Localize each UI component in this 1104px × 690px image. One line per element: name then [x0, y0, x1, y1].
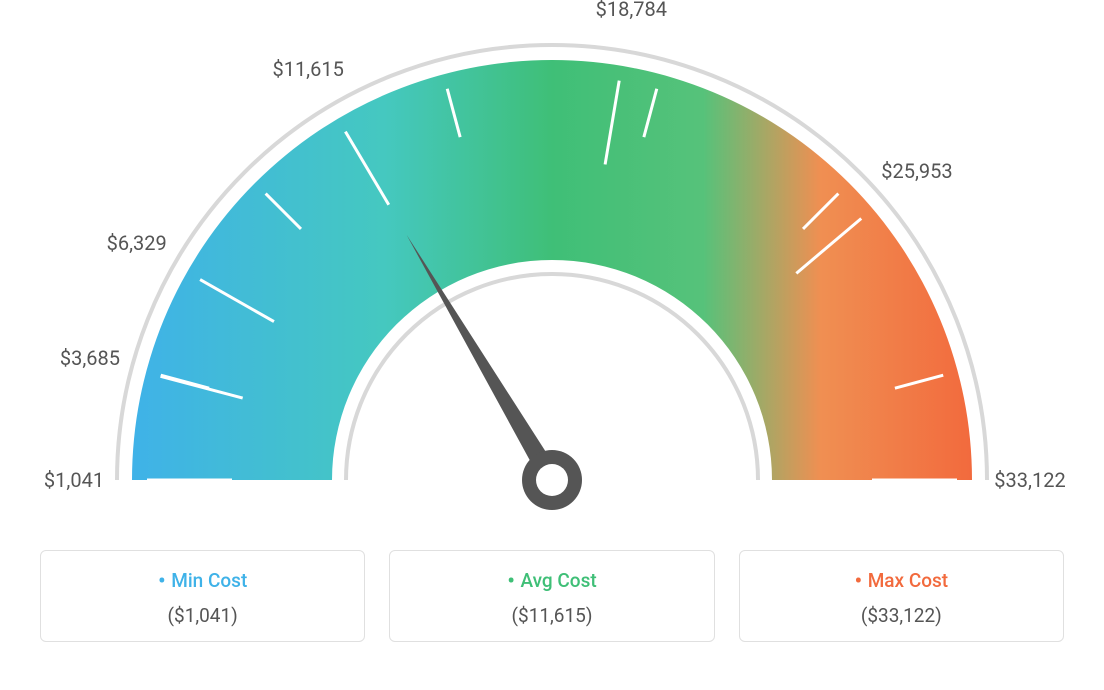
gauge-needle — [407, 235, 561, 485]
gauge-hub-hole — [536, 464, 568, 496]
legend-title-max: Max Cost — [750, 569, 1053, 594]
legend-card-min: Min Cost ($1,041) — [40, 550, 365, 642]
gauge-tick-label: $33,122 — [994, 468, 1065, 492]
legend-card-avg: Avg Cost ($11,615) — [389, 550, 714, 642]
legend-value-min: ($1,041) — [51, 604, 354, 627]
gauge-arc — [132, 60, 972, 480]
gauge-tick-label: $11,615 — [272, 57, 343, 81]
legend-value-max: ($33,122) — [750, 604, 1053, 627]
gauge-container: $1,041 $3,685 $6,329 $11,615 $18,784 $25,953 $… — [0, 0, 1104, 540]
legend-value-avg: ($11,615) — [400, 604, 703, 627]
legend-card-max: Max Cost ($33,122) — [739, 550, 1064, 642]
gauge-tick-label: $6,329 — [107, 231, 167, 255]
gauge-tick-label: $25,953 — [881, 159, 952, 183]
gauge-tick-label: $1,041 — [44, 468, 104, 492]
gauge-svg — [0, 0, 1104, 540]
gauge-tick-label: $3,685 — [60, 346, 120, 370]
legend-title-min: Min Cost — [51, 569, 354, 594]
gauge-tick-label: $18,784 — [596, 0, 667, 21]
legend-row: Min Cost ($1,041) Avg Cost ($11,615) Max Cos… — [0, 550, 1104, 642]
legend-title-avg: Avg Cost — [400, 569, 703, 594]
